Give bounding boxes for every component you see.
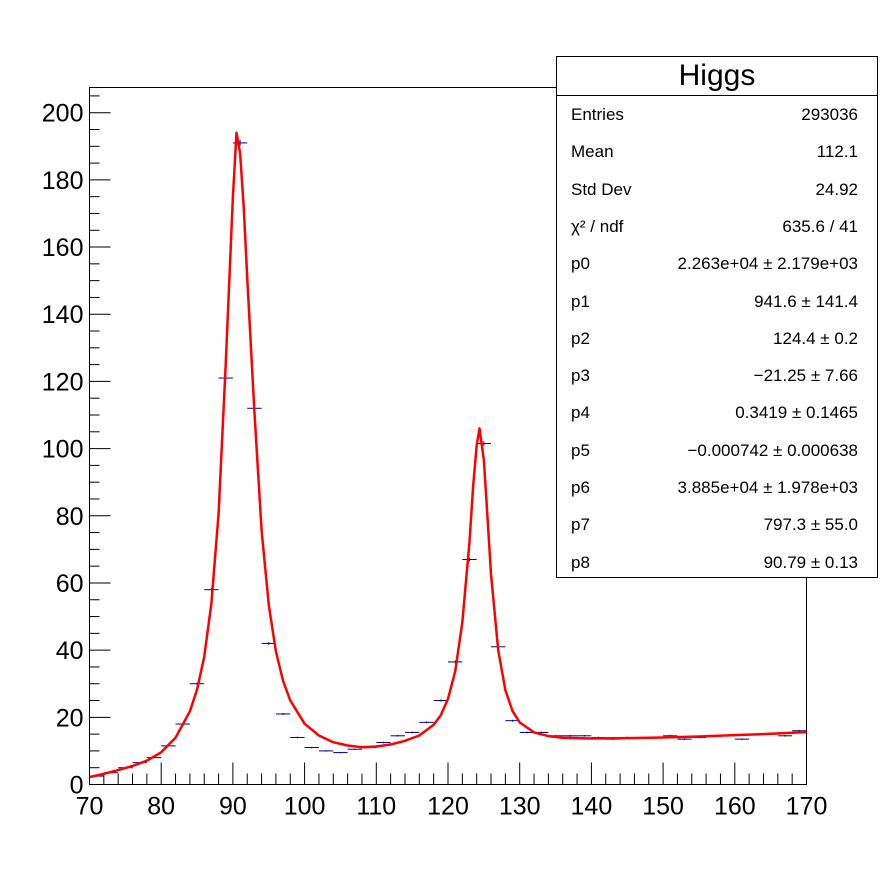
y-tick-label: 120 (42, 368, 84, 396)
data-point (391, 735, 405, 737)
stats-key: Entries (571, 97, 624, 133)
stats-key: p6 (571, 470, 590, 506)
stats-value: 3.885e+04 ± 1.978e+03 (678, 470, 858, 506)
stats-value: 24.92 (815, 172, 858, 208)
data-point (477, 441, 491, 445)
stats-key: p0 (571, 246, 590, 282)
x-tick-label: 130 (499, 793, 541, 821)
stats-value: 124.4 ± 0.2 (773, 321, 858, 357)
data-point (448, 661, 462, 664)
stats-title: Higgs (557, 57, 877, 96)
stats-value: 293036 (801, 97, 858, 133)
stats-row: χ² / ndf 635.6 / 41 (571, 209, 858, 245)
stats-box: Higgs Entries 293036 Mean 112.1 Std Dev 24.92… (556, 56, 878, 578)
stats-row: p8 90.79 ± 0.13 (571, 545, 858, 581)
stats-row: p0 2.263e+04 ± 2.179e+03 (571, 246, 858, 282)
data-point (735, 738, 749, 740)
y-tick-label: 20 (56, 704, 84, 732)
x-tick-label: 170 (786, 793, 828, 821)
data-point (405, 732, 419, 734)
y-tick-label: 180 (42, 167, 84, 195)
stats-row: p6 3.885e+04 ± 1.978e+03 (571, 470, 858, 506)
stats-key: Mean (571, 134, 614, 170)
stats-value: 0.3419 ± 0.1465 (735, 395, 858, 431)
stats-key: p2 (571, 321, 590, 357)
y-tick-label: 60 (56, 570, 84, 598)
stats-key: p4 (571, 395, 590, 431)
data-point (677, 738, 691, 740)
stats-row: Entries 293036 (571, 97, 858, 133)
stats-key: p7 (571, 507, 590, 543)
y-tick-label: 160 (42, 234, 84, 262)
data-point (333, 752, 347, 753)
data-point (778, 735, 792, 737)
y-axis: 0 20 40 60 80 100 120 140 160 180 200 (42, 96, 111, 800)
stats-row: p2 124.4 ± 0.2 (571, 321, 858, 357)
data-point (290, 737, 304, 739)
data-point (348, 749, 362, 750)
stats-row: Mean 112.1 (571, 134, 858, 170)
stats-value: 90.79 ± 0.13 (764, 545, 858, 581)
stats-value: −0.000742 ± 0.000638 (687, 433, 858, 469)
y-tick-label: 0 (70, 772, 84, 800)
stats-value: 2.263e+04 ± 2.179e+03 (678, 246, 858, 282)
x-tick-label: 160 (714, 793, 756, 821)
data-point (319, 750, 333, 751)
stats-row: p4 0.3419 ± 0.1465 (571, 395, 858, 431)
data-point (462, 558, 476, 562)
stats-value: 112.1 (817, 134, 858, 170)
stats-row: p1 941.6 ± 141.4 (571, 284, 858, 320)
y-tick-label: 40 (56, 637, 84, 665)
stats-value: −21.25 ± 7.66 (754, 358, 858, 394)
x-tick-label: 120 (427, 793, 469, 821)
stats-row: Std Dev 24.92 (571, 172, 858, 208)
y-tick-label: 100 (42, 436, 84, 464)
x-tick-label: 110 (356, 793, 396, 821)
y-tick-label: 200 (42, 100, 84, 128)
data-point (376, 742, 390, 744)
stats-row: p5 −0.000742 ± 0.000638 (571, 433, 858, 469)
x-tick-label: 90 (219, 793, 247, 821)
x-axis: 70 80 90 100 110 120 130 140 150 160 170 (76, 763, 828, 821)
y-tick-label: 80 (56, 503, 84, 531)
data-point (305, 747, 319, 748)
stats-value: 635.6 / 41 (782, 209, 858, 245)
data-point (276, 713, 290, 715)
stats-key: p1 (571, 284, 590, 320)
data-point (419, 721, 433, 723)
x-tick-label: 100 (284, 793, 326, 821)
stats-key: χ² / ndf (571, 209, 623, 245)
x-tick-label: 80 (147, 793, 175, 821)
data-point (563, 735, 577, 737)
y-tick-label: 140 (42, 301, 84, 329)
x-tick-label: 140 (571, 793, 613, 821)
stats-key: p5 (571, 433, 590, 469)
stats-key: Std Dev (571, 172, 631, 208)
stats-row: p7 797.3 ± 55.0 (571, 507, 858, 543)
data-point (577, 735, 591, 737)
stats-value: 941.6 ± 141.4 (754, 284, 858, 320)
stats-row: p3 −21.25 ± 7.66 (571, 358, 858, 394)
x-tick-label: 150 (642, 793, 684, 821)
stats-key: p3 (571, 358, 590, 394)
stats-value: 797.3 ± 55.0 (764, 507, 858, 543)
stats-key: p8 (571, 545, 590, 581)
